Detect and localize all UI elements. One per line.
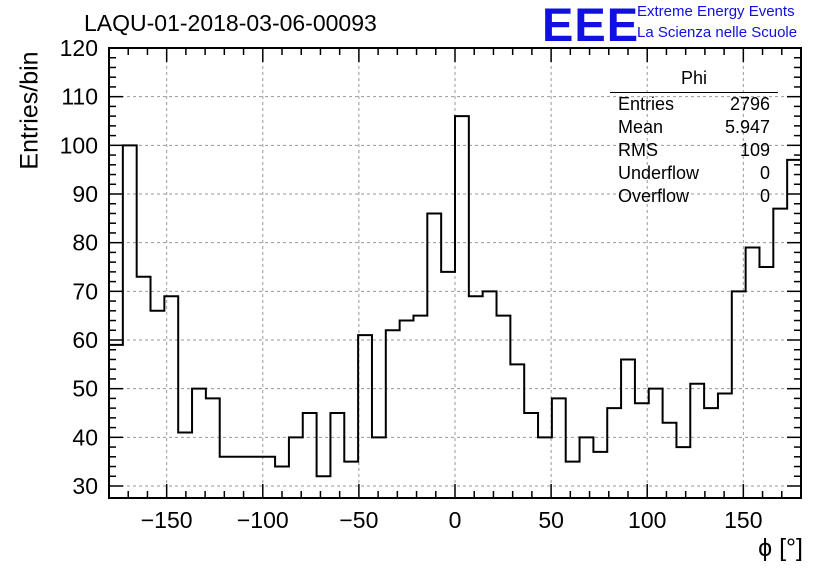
histogram-bin xyxy=(483,291,497,498)
stats-value: 5.947 xyxy=(724,117,770,137)
histogram-bin xyxy=(289,437,303,498)
x-tick-label: 150 xyxy=(724,507,762,533)
y-tick-label: 70 xyxy=(72,278,98,304)
histogram-bin xyxy=(773,209,787,498)
stats-value: 2796 xyxy=(729,94,770,114)
x-tick-label: −100 xyxy=(237,507,289,533)
x-tick-label: −50 xyxy=(339,507,378,533)
stats-row-entries: Entries 2796 xyxy=(610,93,778,116)
histogram-bin xyxy=(427,213,441,498)
histogram-bin xyxy=(732,291,746,498)
histogram-bin xyxy=(137,277,151,498)
brand-line-2: La Scienza nelle Scuole xyxy=(637,24,798,41)
histogram-bin xyxy=(123,145,137,498)
histogram-bin xyxy=(400,321,414,498)
histogram-bin xyxy=(330,413,344,498)
histogram-bin xyxy=(524,413,538,498)
stats-box: Phi Entries 2796 Mean 5.947 RMS 109 Unde… xyxy=(610,68,778,208)
histogram-bin xyxy=(690,384,704,498)
histogram-bin xyxy=(441,272,455,498)
histogram-bin xyxy=(455,116,469,498)
histogram-bin xyxy=(676,447,690,498)
stats-row-mean: Mean 5.947 xyxy=(610,116,778,139)
histogram-bin xyxy=(206,398,220,498)
histogram-bin xyxy=(372,437,386,498)
histogram-bin xyxy=(303,413,317,498)
stats-value: 109 xyxy=(739,140,770,160)
stats-label: Underflow xyxy=(618,163,700,183)
histogram-bin xyxy=(344,462,358,498)
histogram-bin xyxy=(510,364,524,498)
stats-row-rms: RMS 109 xyxy=(610,139,778,162)
histogram-bin xyxy=(234,457,248,498)
histogram-series xyxy=(109,115,801,478)
histogram-bin xyxy=(621,359,635,498)
histogram-bin xyxy=(386,330,400,498)
stats-label: Overflow xyxy=(618,186,690,206)
y-tick-label: 40 xyxy=(72,424,98,450)
eee-logo: EEE xyxy=(542,0,640,51)
histogram-bin xyxy=(151,311,165,498)
histogram-bin xyxy=(247,457,261,498)
histogram-bin xyxy=(358,335,372,498)
stats-label: RMS xyxy=(618,140,658,160)
histogram-bin xyxy=(663,423,677,498)
y-tick-label: 50 xyxy=(72,376,98,402)
chart-title: LAQU-01-2018-03-06-00093 xyxy=(84,10,377,36)
histogram-bin xyxy=(718,394,732,498)
brand-line-1: Extreme Energy Events xyxy=(637,3,795,20)
histogram-bin xyxy=(552,398,566,498)
histogram-bin xyxy=(178,432,192,498)
x-tick-label: −150 xyxy=(141,507,193,533)
stats-value: 0 xyxy=(759,163,770,183)
x-tick-label: 0 xyxy=(449,507,462,533)
histogram-bin xyxy=(413,316,427,498)
stats-label: Mean xyxy=(618,117,664,137)
y-tick-label: 90 xyxy=(72,181,98,207)
y-tick-label: 80 xyxy=(72,230,98,256)
histogram-bin xyxy=(192,389,206,498)
histogram-bin xyxy=(164,296,178,498)
histogram-bin xyxy=(566,462,580,498)
histogram-bin xyxy=(704,408,718,498)
histogram-bin xyxy=(580,437,594,498)
x-tick-label: 100 xyxy=(628,507,666,533)
histogram-bin xyxy=(109,345,123,498)
histogram-bin xyxy=(746,248,760,498)
y-tick-label: 30 xyxy=(72,473,98,499)
x-axis-label: ϕ [°] xyxy=(758,534,803,562)
y-tick-label: 60 xyxy=(72,327,98,353)
stats-value: 0 xyxy=(759,186,770,206)
stats-row-overflow: Overflow 0 xyxy=(610,185,778,208)
x-tick-label: 50 xyxy=(538,507,564,533)
stats-row-underflow: Underflow 0 xyxy=(610,162,778,185)
histogram-bin xyxy=(317,476,331,498)
histogram-bin xyxy=(593,452,607,498)
histogram-bin xyxy=(469,296,483,498)
y-tick-label: 120 xyxy=(60,35,98,61)
histogram-bin xyxy=(649,389,663,498)
histogram-bin xyxy=(759,267,773,498)
histogram-bin xyxy=(635,403,649,498)
histogram-bin xyxy=(497,316,511,498)
stats-label: Entries xyxy=(618,94,675,114)
histogram-bin xyxy=(220,457,234,498)
stats-title: Phi xyxy=(610,68,778,93)
y-tick-label: 100 xyxy=(60,132,98,158)
histogram-bin xyxy=(538,437,552,498)
y-tick-label: 110 xyxy=(61,84,98,110)
histogram-bin xyxy=(607,408,621,498)
